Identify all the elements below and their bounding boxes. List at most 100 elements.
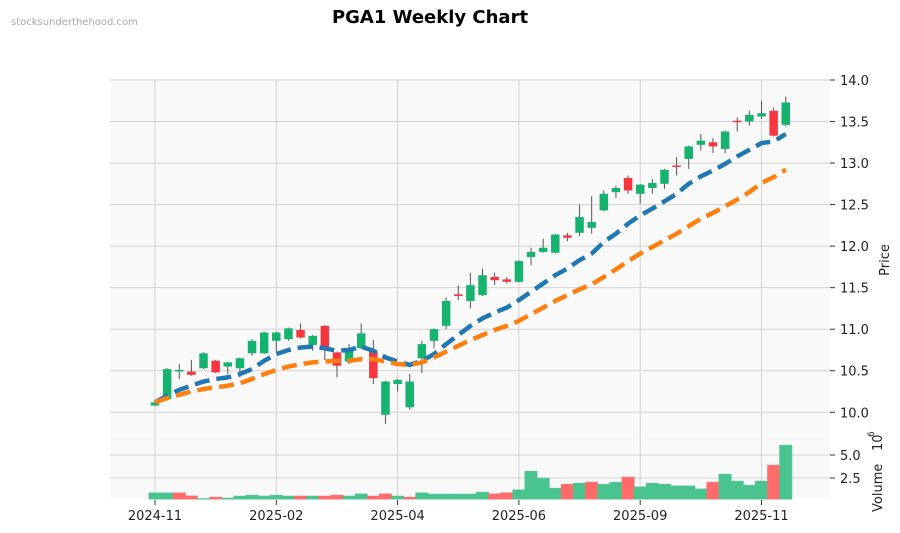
volume-bar [245,494,259,500]
volume-bar [585,481,599,500]
candle-body [211,360,220,373]
volume-tick-label: 5.0 [840,449,861,464]
price-tick-label: 12.0 [840,240,869,255]
volume-bar [403,496,417,500]
moving-average-line-1 [153,132,787,405]
volume-bar [221,497,235,500]
volume-exponent: 10 [871,434,886,451]
candle-body [526,251,536,257]
candle-body [454,294,463,296]
candle-body [490,276,499,281]
candle-body [757,113,766,117]
volume-bar [767,464,781,500]
price-tick-label: 10.0 [840,406,869,421]
candle-body [732,120,742,123]
candle-body [623,178,633,191]
candle-body [150,402,160,406]
candle-body [223,362,233,367]
volume-bar [463,493,477,500]
volume-bar [233,495,247,500]
candle-body [575,217,584,233]
volume-bar [694,488,708,500]
candle-body [296,330,305,338]
volume-bar [391,495,405,500]
volume-bar [682,485,696,500]
volume-bar [342,495,356,500]
candle-body [708,142,718,147]
volume-bar [172,492,186,500]
candle-body [720,131,730,149]
volume-bar [330,494,344,500]
volume-bar [548,487,562,500]
candle-body [514,261,524,282]
candle-body [648,182,657,188]
volume-bar [366,495,380,500]
candle-body [162,369,172,399]
candle-body [199,353,208,369]
volume-bar [742,484,756,500]
candle-body [235,358,245,369]
volume-bar [281,495,295,500]
volume-bar [378,493,392,500]
volume-bar [718,473,732,500]
volume-bar [476,491,490,500]
volume-bar [573,482,587,500]
candle-body [381,381,390,415]
volume-axis-label: Volume [871,464,886,512]
volume-bar [354,493,368,500]
price-tick-label: 11.0 [840,323,869,338]
volume-bar [488,493,502,500]
volume-bar [670,485,684,500]
volume-bar [160,492,174,500]
moving-average-line-2 [154,167,787,405]
volume-bar [524,470,538,500]
candle-body [502,279,512,282]
candle-body [284,328,293,340]
candle-body [611,187,621,193]
volume-bar [318,495,332,500]
candle-body [635,184,645,194]
candle-body [660,169,669,184]
volume-bar [451,493,465,500]
candle-body [781,102,791,125]
candle-body [369,351,378,379]
volume-bar [306,495,320,500]
volume-bar [645,482,659,500]
volume-bar [621,476,635,500]
volume-bar [560,483,574,500]
candle-body [247,340,257,354]
candle-body [587,222,596,228]
chart-title: PGA1 Weekly Chart [331,7,529,28]
candle-body [745,114,754,122]
volume-bar [609,481,623,500]
candle-body [599,193,609,211]
candle-body [538,247,548,252]
candle-body [175,369,184,372]
candle-body [684,146,693,159]
volume-bar [269,494,283,500]
candle-body [441,300,451,326]
candle-body [551,234,560,253]
volume-bar [209,496,223,500]
candle-body [393,379,402,385]
x-tick-label: 2024-11 [128,509,182,524]
volume-bar [500,492,514,500]
candle-body [356,333,366,349]
x-tick-label: 2025-02 [249,509,303,524]
candle-body [769,110,778,136]
candle-body [417,344,427,359]
candle-body [259,332,269,354]
price-tick-label: 13.5 [840,116,869,131]
volume-bar [439,493,453,500]
candle-body [672,165,681,168]
volume-bar [730,480,744,500]
price-tick-label: 10.5 [840,365,869,380]
volume-bar [536,477,550,500]
volume-tick-label: 2.5 [840,472,861,487]
volume-bar [633,486,647,500]
volume-bar [706,481,720,500]
watermark: stocksunderthehood.com [11,17,138,28]
price-tick-label: 13.0 [840,157,869,172]
volume-bar [597,483,611,500]
candle-body [696,140,706,145]
